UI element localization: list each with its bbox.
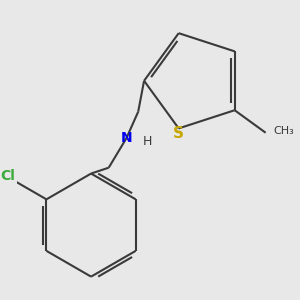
Text: N: N <box>121 131 132 145</box>
Text: S: S <box>173 126 184 141</box>
Text: Cl: Cl <box>0 169 15 183</box>
Text: CH₃: CH₃ <box>273 126 294 136</box>
Text: H: H <box>142 135 152 148</box>
